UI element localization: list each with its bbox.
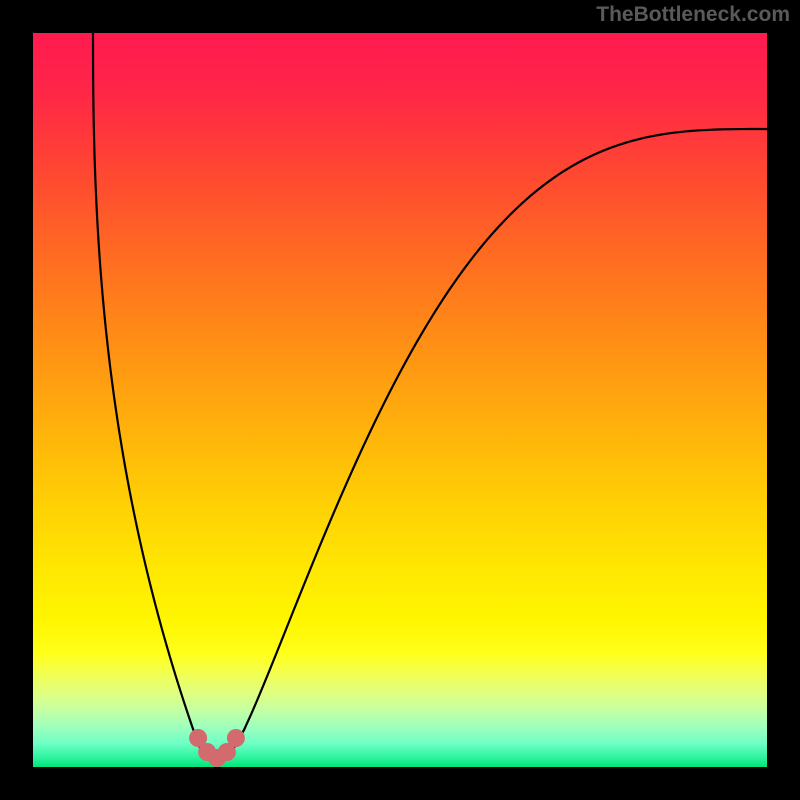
curves-layer — [33, 33, 767, 767]
chart-container: TheBottleneck.com — [0, 0, 800, 800]
curve-right-branch — [217, 129, 767, 760]
watermark-text: TheBottleneck.com — [596, 3, 790, 27]
curve-left-branch — [93, 33, 217, 760]
plot-area — [33, 33, 767, 767]
valley-dots — [189, 729, 245, 767]
valley-dot — [227, 729, 245, 747]
